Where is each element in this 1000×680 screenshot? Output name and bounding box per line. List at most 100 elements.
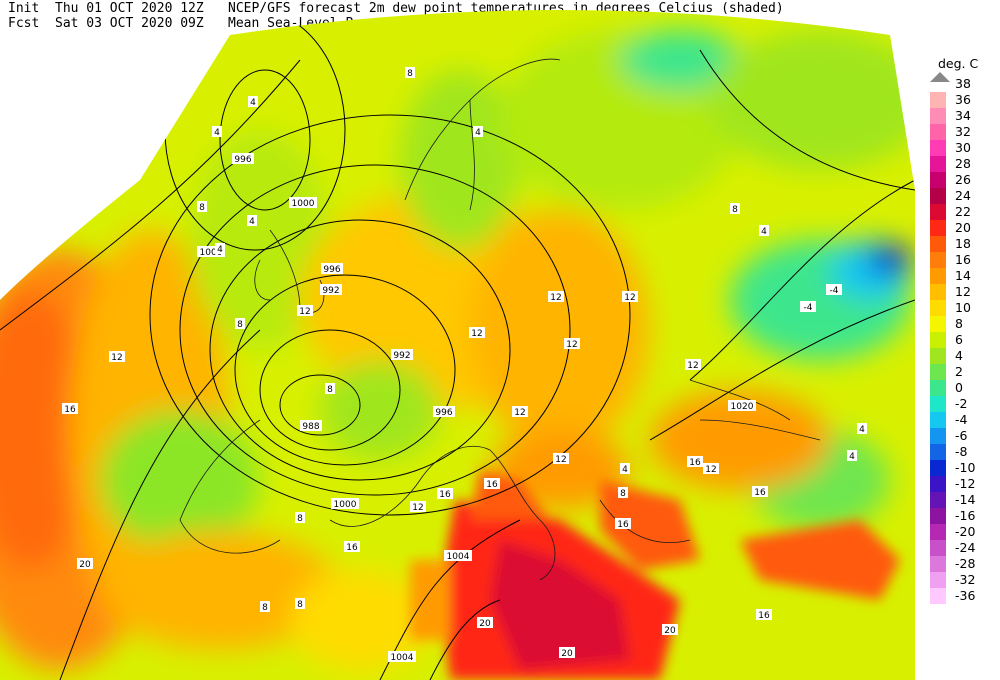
dewpoint-label-bg <box>235 318 245 329</box>
pressure-label-bg <box>320 284 342 295</box>
pressure-labels: 996 1000 1000 996 992 992 988 996 1000 1004 1004 10… <box>197 153 756 663</box>
dewpoint-label-bg <box>615 518 631 529</box>
dewpoint-label: 8 <box>327 385 333 395</box>
colorbar-tick-label: 10 <box>955 300 971 315</box>
dewpoint-label: 8 <box>262 603 268 613</box>
dewpoint-label: 4 <box>217 245 223 255</box>
dewpoint-label-bg <box>295 512 305 523</box>
dewpoint-label-bg <box>756 609 772 620</box>
dewpoint-label: 4 <box>622 465 628 475</box>
dewpoint-label: 20 <box>664 626 676 636</box>
dewpoint-label: 12 <box>550 293 561 303</box>
dewpoint-label: 12 <box>555 455 566 465</box>
colorbar-tick-label: -8 <box>955 444 968 459</box>
dewpoint-label-bg <box>473 126 483 137</box>
dewpoint-label-bg <box>484 478 500 489</box>
colorbar-tick-label: -20 <box>955 524 975 539</box>
dewpoint-label-bg <box>730 203 740 214</box>
colorbar-tick-label: 38 <box>955 76 971 91</box>
pressure-label-bg <box>232 153 254 164</box>
dewpoint-label: 4 <box>214 128 220 138</box>
colorbar-swatch <box>930 508 946 524</box>
colorbar-tick-label: -32 <box>955 572 975 587</box>
colorbar-swatch <box>930 220 946 236</box>
colorbar-swatch <box>930 236 946 252</box>
dewpoint-label: 16 <box>754 488 766 498</box>
colorbar-swatch <box>930 380 946 396</box>
dewpoint-label-bg <box>548 291 564 302</box>
colorbar-tick-label: -28 <box>955 556 975 571</box>
dewpoint-label: 8 <box>199 203 205 213</box>
dewpoint-label: 16 <box>689 458 701 468</box>
colorbar-swatch <box>930 524 946 540</box>
pressure-label: 1020 <box>731 402 754 412</box>
pressure-label-bg <box>197 246 225 257</box>
dewpoint-label-bg <box>215 243 225 254</box>
colorbar-swatch <box>930 156 946 172</box>
dewpoint-label: 20 <box>479 619 491 629</box>
dewpoint-label: 8 <box>237 320 243 330</box>
dewpoint-label: 12 <box>514 408 525 418</box>
dewpoint-label-bg <box>297 305 313 316</box>
colorbar-swatch <box>930 316 946 332</box>
dewpoint-label-bg <box>703 463 719 474</box>
dewpoint-label-bg <box>759 225 769 236</box>
pressure-label-bg <box>331 498 359 509</box>
dewpoint-label-bg <box>857 423 867 434</box>
dewpoint-label-bg <box>248 96 258 107</box>
colorbar-swatch <box>930 588 946 604</box>
dewpoint-label: 8 <box>407 69 413 79</box>
colorbar-swatch <box>930 300 946 316</box>
dewpoint-label: -4 <box>830 286 839 296</box>
pressure-label-bg <box>728 400 756 411</box>
colorbar-tick-label: -12 <box>955 476 975 491</box>
dewpoint-label-bg <box>752 486 768 497</box>
dewpoint-label: 4 <box>859 425 865 435</box>
pressure-label-bg <box>300 420 322 431</box>
colorbar-tick-label: -10 <box>955 460 975 475</box>
colorbar: deg. C 383634323028262422201816141210864… <box>930 56 979 604</box>
dewpoint-label-bg <box>847 450 857 461</box>
colorbar-tick-label: 6 <box>955 332 963 347</box>
dewpoint-label: 12 <box>471 329 482 339</box>
pressure-label: 996 <box>323 265 340 275</box>
pressure-label-bg <box>433 406 455 417</box>
colorbar-tick-label: 14 <box>955 268 971 283</box>
colorbar-tick-label: 0 <box>955 380 963 395</box>
dewpoint-label-bg <box>469 327 485 338</box>
dewpoint-label: 16 <box>346 543 358 553</box>
dewpoint-label: 16 <box>64 405 76 415</box>
dewpoint-label-bg <box>622 291 638 302</box>
dewpoint-label-bg <box>437 488 453 499</box>
dewpoint-label-bg <box>618 487 628 498</box>
colorbar-swatch <box>930 540 946 556</box>
colorbar-tick-label: 2 <box>955 364 963 379</box>
dewpoint-label-bg <box>800 301 816 312</box>
dewpoint-labels: 8 4 4 4 8 4 8 4 12 12 12 12 16 12 12 16 8 8 12 16 16 20 20 20 4 -… <box>62 67 867 659</box>
colorbar-swatch <box>930 140 946 156</box>
dewpoint-label: 4 <box>849 452 855 462</box>
dewpoint-label: 8 <box>297 600 303 610</box>
colorbar-swatch <box>930 204 946 220</box>
dewpoint-label-bg <box>564 338 580 349</box>
dewpoint-label-bg <box>662 624 678 635</box>
dewpoint-label-bg <box>512 406 528 417</box>
pressure-label: 996 <box>234 155 251 165</box>
colorbar-tick-label: 18 <box>955 236 971 251</box>
colorbar-tick-label: 20 <box>955 220 971 235</box>
colorbar-tick-label: -4 <box>955 412 968 427</box>
dewpoint-label-bg <box>325 383 335 394</box>
colorbar-tick-label: -24 <box>955 540 975 555</box>
colorbar-unit: deg. C <box>938 56 979 71</box>
dewpoint-label: 4 <box>761 227 767 237</box>
pressure-label-bg <box>321 263 343 274</box>
colorbar-swatch <box>930 460 946 476</box>
dewpoint-label: 4 <box>249 217 255 227</box>
pressure-label: 1000 <box>334 500 357 510</box>
dewpoint-label: 8 <box>732 205 738 215</box>
colorbar-swatch <box>930 428 946 444</box>
colorbar-tick-label: 24 <box>955 188 971 203</box>
dewpoint-label-bg <box>197 201 207 212</box>
dewpoint-label: 12 <box>687 361 698 371</box>
